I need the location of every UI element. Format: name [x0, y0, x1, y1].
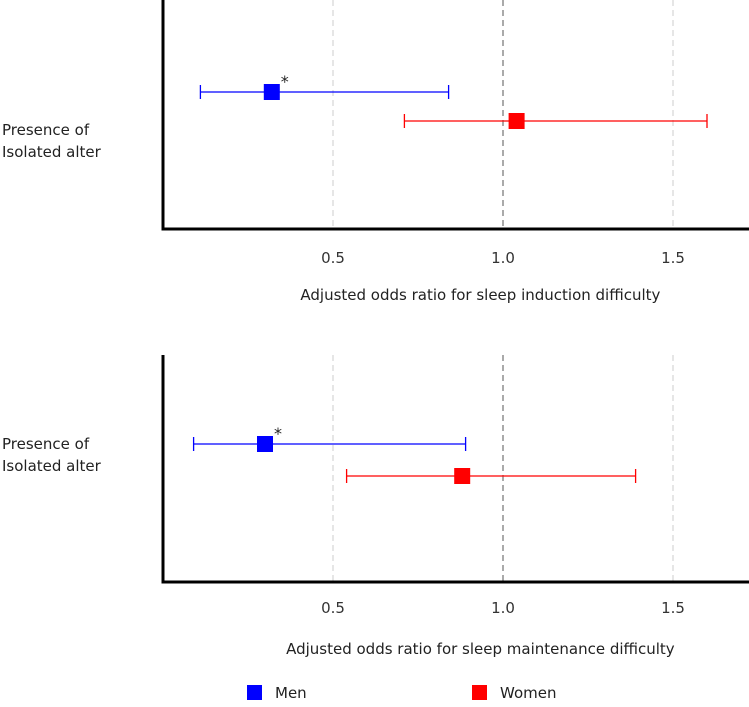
x-axis-label: Adjusted odds ratio for sleep maintenanc… — [286, 640, 675, 658]
x-tick-label: 1.5 — [661, 599, 685, 617]
x-axis-label: Adjusted odds ratio for sleep induction … — [300, 286, 660, 304]
x-tick-label: 0.5 — [321, 249, 345, 267]
x-tick-label: 1.5 — [661, 249, 685, 267]
legend-label-women: Women — [500, 684, 556, 702]
legend-swatch-women — [472, 685, 487, 700]
row-label: Isolated alter — [2, 457, 102, 475]
x-tick-label: 1.0 — [491, 249, 515, 267]
x-tick-label: 1.0 — [491, 599, 515, 617]
row-label: Presence of — [2, 121, 90, 139]
point-estimate-women — [454, 468, 471, 484]
point-estimate-men — [257, 436, 273, 452]
legend-label-men: Men — [275, 684, 307, 702]
point-estimate-men — [263, 84, 280, 100]
point-estimate-women — [508, 113, 525, 129]
legend-swatch-men — [247, 685, 262, 700]
significance-marker: * — [281, 72, 289, 91]
significance-marker: * — [274, 424, 282, 443]
x-tick-label: 0.5 — [321, 599, 345, 617]
row-label: Isolated alter — [2, 143, 102, 161]
row-label: Presence of — [2, 435, 90, 453]
